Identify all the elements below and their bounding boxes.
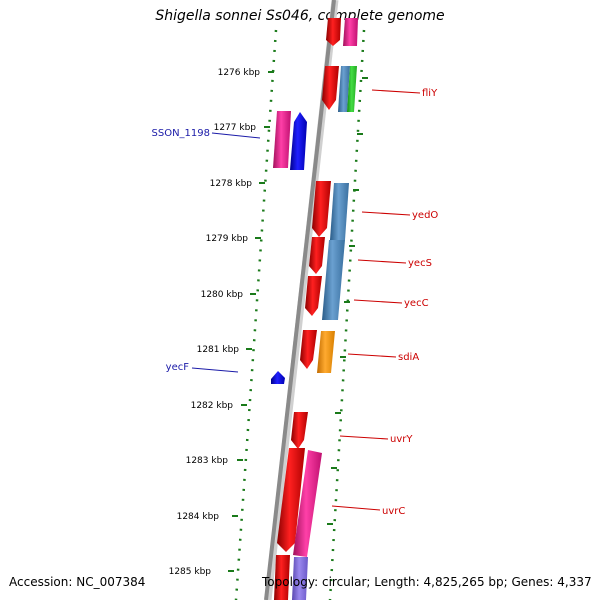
gene-label-yecc[interactable]: yecC <box>404 298 429 309</box>
gene-label-yecf[interactable]: yecF <box>166 362 190 373</box>
reverse-genes <box>274 18 358 600</box>
gene-block[interactable] <box>292 557 308 600</box>
gene-block[interactable] <box>274 555 290 600</box>
tick-marks <box>228 71 368 572</box>
gene-block[interactable] <box>322 240 345 320</box>
tick-label: 1283 kbp <box>186 456 229 466</box>
tick-label: 1282 kbp <box>191 401 234 411</box>
gene-block[interactable] <box>317 331 335 373</box>
gene-arrow[interactable] <box>271 371 285 384</box>
gene-arrow[interactable] <box>326 18 341 46</box>
gene-arrow[interactable] <box>312 181 331 237</box>
leader-line <box>371 89 421 94</box>
leader-line <box>353 299 403 304</box>
tick-label: 1285 kbp <box>169 567 212 577</box>
gene-arrow[interactable] <box>277 448 305 552</box>
tick-label: 1278 kbp <box>210 179 253 189</box>
gene-leader-lines <box>191 89 421 511</box>
topology-text: Topology: circular; Length: 4,825,265 bp… <box>262 575 592 589</box>
gene-arrow[interactable] <box>309 237 325 274</box>
gene-label-yedo[interactable]: yedO <box>412 210 438 221</box>
gene-block[interactable] <box>330 183 349 240</box>
gene-label-yecs[interactable]: yecS <box>408 258 432 269</box>
gene-label-uvrc[interactable]: uvrC <box>382 506 405 517</box>
forward-genes <box>271 111 307 384</box>
leader-line <box>347 353 397 358</box>
gene-block[interactable] <box>273 111 291 168</box>
tick-labels: 1276 kbp 1277 kbp 1278 kbp 1279 kbp 1280… <box>169 68 261 577</box>
leader-line <box>191 367 239 373</box>
gene-block[interactable] <box>338 66 350 112</box>
leader-line <box>211 132 261 139</box>
leader-line <box>357 259 407 264</box>
gene-arrow[interactable] <box>291 412 308 449</box>
gene-block[interactable] <box>293 450 322 557</box>
tick-label: 1279 kbp <box>206 234 249 244</box>
map-title: Shigella sonnei Ss046, complete genome <box>155 8 445 24</box>
gene-labels: SSON_1198 yecF fliY yedO yecS yecC sdiA … <box>152 88 439 517</box>
gene-arrow[interactable] <box>290 112 307 170</box>
tick-label: 1281 kbp <box>197 345 240 355</box>
gene-label-fliy[interactable]: fliY <box>422 88 438 99</box>
gene-block[interactable] <box>347 66 357 112</box>
leader-line <box>331 505 381 511</box>
accession-text: Accession: NC_007384 <box>9 575 146 589</box>
tick-label: 1284 kbp <box>177 512 220 522</box>
tick-label: 1276 kbp <box>218 68 261 78</box>
tick-label: 1280 kbp <box>201 290 244 300</box>
dotted-guide-left <box>234 29 278 600</box>
gene-arrow[interactable] <box>305 276 322 316</box>
gene-arrow[interactable] <box>300 330 317 369</box>
leader-line <box>339 435 389 440</box>
gene-label-sson-1198[interactable]: SSON_1198 <box>152 128 211 139</box>
gene-label-sdia[interactable]: sdiA <box>398 352 419 363</box>
gene-arrow[interactable] <box>322 66 339 110</box>
gene-label-uvry[interactable]: uvrY <box>390 434 413 445</box>
leader-line <box>361 211 411 216</box>
tick-label: 1277 kbp <box>214 123 257 133</box>
gene-block[interactable] <box>343 18 358 46</box>
